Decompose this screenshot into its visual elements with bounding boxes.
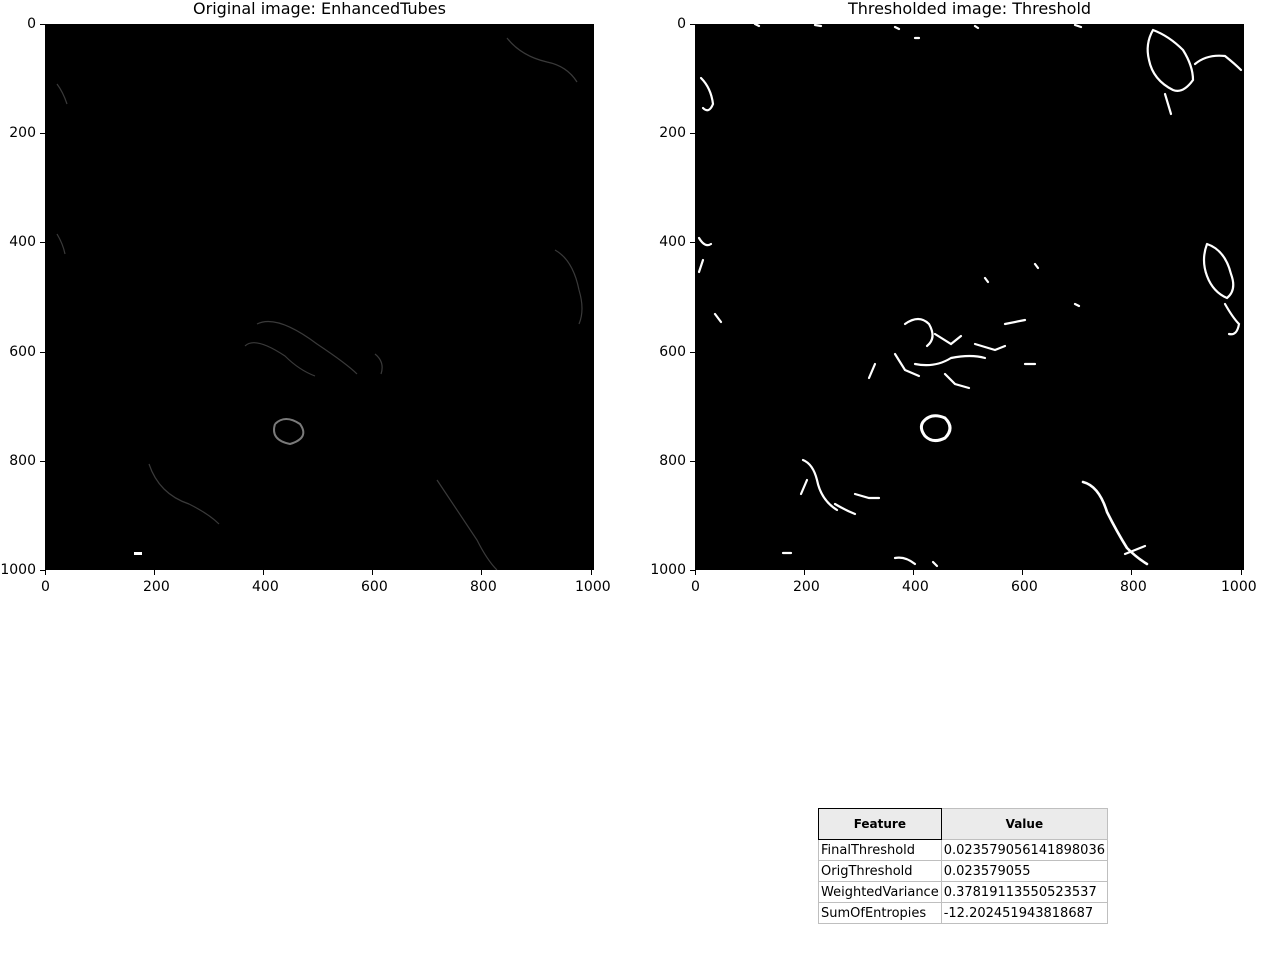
y-tick-label: 400: [659, 235, 686, 249]
table-row[interactable]: WeightedVariance 0.37819113550523537: [819, 882, 1108, 903]
x-tick-label: 0: [691, 580, 700, 594]
y-tick-label: 600: [659, 345, 686, 359]
table-row[interactable]: FinalThreshold 0.023579056141898036: [819, 840, 1108, 861]
original-image-content: [45, 24, 594, 570]
x-tick-label: 400: [252, 580, 279, 594]
y-tick-label: 800: [659, 454, 686, 468]
x-tick-label: 800: [470, 580, 497, 594]
y-tick-label: 200: [9, 126, 36, 140]
thresholded-image-content: [695, 24, 1244, 570]
column-header-feature[interactable]: Feature: [819, 809, 942, 840]
feature-cell: FinalThreshold: [819, 840, 942, 861]
x-tick-label: 800: [1120, 580, 1147, 594]
value-cell: 0.37819113550523537: [941, 882, 1107, 903]
x-tick-label: 200: [793, 580, 820, 594]
y-tick-label: 0: [677, 17, 686, 31]
y-tick-label: 600: [9, 345, 36, 359]
feature-cell: WeightedVariance: [819, 882, 942, 903]
x-tick-label: 600: [1011, 580, 1038, 594]
value-cell: 0.023579055: [941, 861, 1107, 882]
original-image-panel: Original image: EnhancedTubes 0 200 400 …: [0, 0, 620, 600]
x-tick-label: 0: [41, 580, 50, 594]
y-tick-label: 0: [27, 17, 36, 31]
x-tick-label: 1000: [1221, 580, 1257, 594]
y-tick-label: 200: [659, 126, 686, 140]
y-tick-label: 1000: [650, 563, 686, 577]
feature-cell: OrigThreshold: [819, 861, 942, 882]
thresholded-image-panel: Thresholded image: Threshold: [650, 0, 1262, 600]
value-cell: -12.202451943818687: [941, 903, 1107, 924]
value-cell: 0.023579056141898036: [941, 840, 1107, 861]
y-tick-label: 1000: [0, 563, 36, 577]
thresholded-image-canvas: [695, 24, 1244, 570]
x-tick-label: 400: [902, 580, 929, 594]
table-row[interactable]: SumOfEntropies -12.202451943818687: [819, 903, 1108, 924]
x-tick-label: 1000: [575, 580, 611, 594]
x-tick-label: 200: [143, 580, 170, 594]
column-header-value[interactable]: Value: [941, 809, 1107, 840]
thresholded-image-title: Thresholded image: Threshold: [695, 0, 1244, 18]
y-tick-label: 800: [9, 454, 36, 468]
table-row[interactable]: OrigThreshold 0.023579055: [819, 861, 1108, 882]
x-tick-label: 600: [361, 580, 388, 594]
threshold-features-table: Feature Value FinalThreshold 0.023579056…: [818, 808, 1108, 924]
table-header-row: Feature Value: [819, 809, 1108, 840]
original-image-canvas: [45, 24, 594, 570]
feature-cell: SumOfEntropies: [819, 903, 942, 924]
y-tick-label: 400: [9, 235, 36, 249]
original-image-title: Original image: EnhancedTubes: [45, 0, 594, 18]
